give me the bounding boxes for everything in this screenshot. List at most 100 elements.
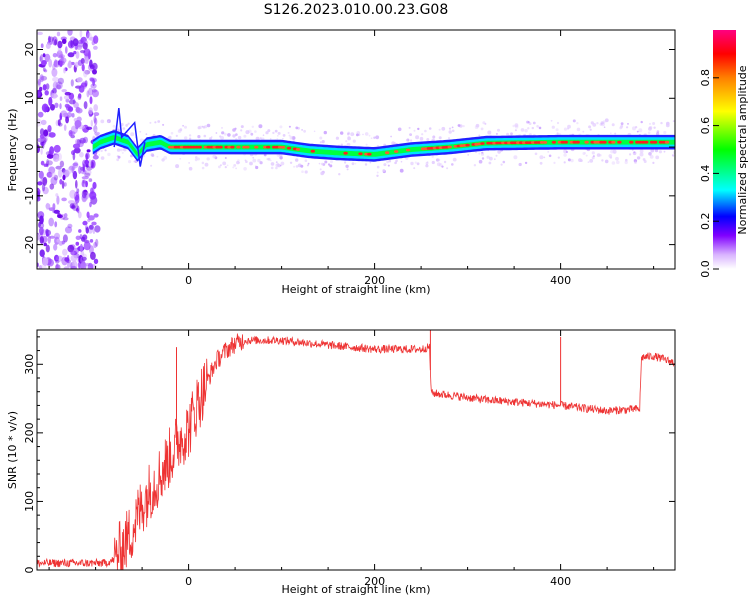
- ridge-halo-speckle: [168, 135, 172, 140]
- noise-speckle: [39, 215, 44, 225]
- ridge-halo-speckle: [116, 158, 120, 162]
- snr-y-axis-label: SNR (10 * v/v): [6, 411, 19, 489]
- ridge-halo-speckle: [197, 135, 201, 139]
- noise-speckle: [65, 98, 70, 103]
- ridge-halo-speckle: [474, 125, 479, 129]
- noise-speckle: [62, 248, 68, 256]
- ridge-halo-speckle: [625, 158, 628, 162]
- y-tick-label: 20: [23, 43, 36, 57]
- ridge-peak-dot: [230, 145, 235, 149]
- noise-speckle: [37, 181, 43, 186]
- y-tick-label: 200: [23, 422, 36, 443]
- noise-speckle: [67, 52, 75, 58]
- ridge-peak-dot: [310, 149, 315, 153]
- ridge-halo-speckle: [548, 154, 552, 158]
- noise-speckle: [37, 137, 44, 143]
- ridge-halo-speckle: [436, 162, 441, 167]
- noise-speckle: [46, 160, 53, 166]
- ridge-halo-speckle: [288, 134, 291, 137]
- ridge-halo-speckle: [252, 158, 257, 163]
- noise-speckle: [80, 50, 86, 54]
- ridge-halo-speckle: [383, 163, 387, 167]
- ridge-peak-dot: [405, 148, 411, 152]
- ridge-halo-speckle: [321, 172, 324, 175]
- ridge-halo-speckle: [563, 127, 568, 131]
- ridge-halo-speckle: [340, 131, 344, 135]
- ridge-halo-speckle: [157, 120, 161, 123]
- ridge-halo-speckle: [376, 174, 379, 177]
- ridge-halo-speckle: [340, 143, 343, 146]
- ridge-halo-speckle: [279, 156, 283, 160]
- ridge-halo-speckle: [149, 121, 152, 124]
- ridge-halo-speckle: [638, 128, 643, 133]
- noise-speckle: [72, 162, 79, 167]
- ridge-halo-speckle: [145, 133, 148, 136]
- ridge-halo-speckle: [658, 150, 663, 154]
- noise-speckle: [94, 117, 98, 126]
- noise-speckle: [39, 128, 45, 136]
- ridge-halo-speckle: [100, 119, 105, 124]
- noise-speckle: [78, 165, 82, 175]
- ridge-halo-speckle: [320, 171, 325, 176]
- ridge-peak-dot: [664, 140, 670, 144]
- noise-speckle: [86, 126, 93, 130]
- noise-speckle: [51, 68, 58, 77]
- ridge-halo-speckle: [620, 122, 624, 126]
- noise-speckle: [75, 208, 79, 212]
- ridge-halo-speckle: [347, 138, 350, 141]
- noise-speckle: [58, 122, 63, 127]
- ridge-halo-speckle: [221, 127, 223, 129]
- noise-speckle: [39, 74, 44, 83]
- noise-speckle: [52, 154, 60, 162]
- ridge-halo-speckle: [116, 148, 121, 152]
- noise-speckle: [37, 91, 41, 97]
- noise-speckle: [55, 165, 62, 170]
- ridge-halo-speckle: [640, 120, 643, 124]
- ridge-halo-speckle: [112, 124, 116, 128]
- ridge-halo-speckle: [524, 161, 528, 165]
- ridge-halo-speckle: [121, 151, 124, 154]
- ridge-halo-speckle: [512, 124, 515, 128]
- ridge-halo-speckle: [116, 155, 120, 158]
- ridge-halo-speckle: [672, 155, 675, 157]
- noise-speckle: [61, 38, 67, 44]
- ridge-halo-speckle: [543, 156, 546, 159]
- noise-speckle: [48, 58, 53, 68]
- noise-speckle: [74, 61, 79, 68]
- noise-speckle: [77, 39, 84, 44]
- ridge-halo-speckle: [582, 130, 585, 133]
- noise-speckle: [81, 179, 85, 188]
- noise-speckle: [44, 53, 51, 63]
- ridge-halo-speckle: [319, 168, 322, 171]
- ridge-peak-dot: [358, 152, 363, 156]
- ridge-halo-speckle: [653, 126, 656, 129]
- ridge-halo-speckle: [262, 134, 265, 136]
- ridge-halo-speckle: [226, 164, 229, 167]
- ridge-halo-speckle: [636, 130, 639, 133]
- noise-speckle: [90, 119, 94, 127]
- noise-speckle: [92, 69, 97, 75]
- ridge-halo-speckle: [599, 154, 602, 157]
- ridge-halo-speckle: [232, 166, 235, 169]
- ridge-halo-speckle: [524, 129, 528, 133]
- noise-speckle: [89, 77, 94, 82]
- ridge-halo-speckle: [245, 130, 250, 135]
- noise-speckle: [78, 85, 85, 93]
- noise-speckle: [37, 233, 40, 241]
- noise-speckle: [55, 255, 63, 262]
- ridge-halo-speckle: [175, 164, 180, 169]
- ridge-halo-speckle: [324, 160, 328, 164]
- noise-speckle: [63, 95, 70, 100]
- ridge-halo-speckle: [162, 123, 165, 126]
- ridge-band-cyan: [92, 132, 675, 160]
- noise-speckle: [38, 170, 44, 179]
- ridge-halo-speckle: [243, 134, 247, 138]
- noise-speckle: [53, 144, 61, 153]
- ridge-halo-speckle: [201, 166, 205, 170]
- spectrogram-x-axis-label: Height of straight line (km): [281, 283, 430, 296]
- ridge-halo-speckle: [426, 138, 430, 141]
- ridge-halo-speckle: [432, 136, 436, 139]
- noise-speckle: [52, 87, 57, 95]
- noise-speckle: [71, 166, 75, 174]
- noise-speckle: [90, 187, 94, 194]
